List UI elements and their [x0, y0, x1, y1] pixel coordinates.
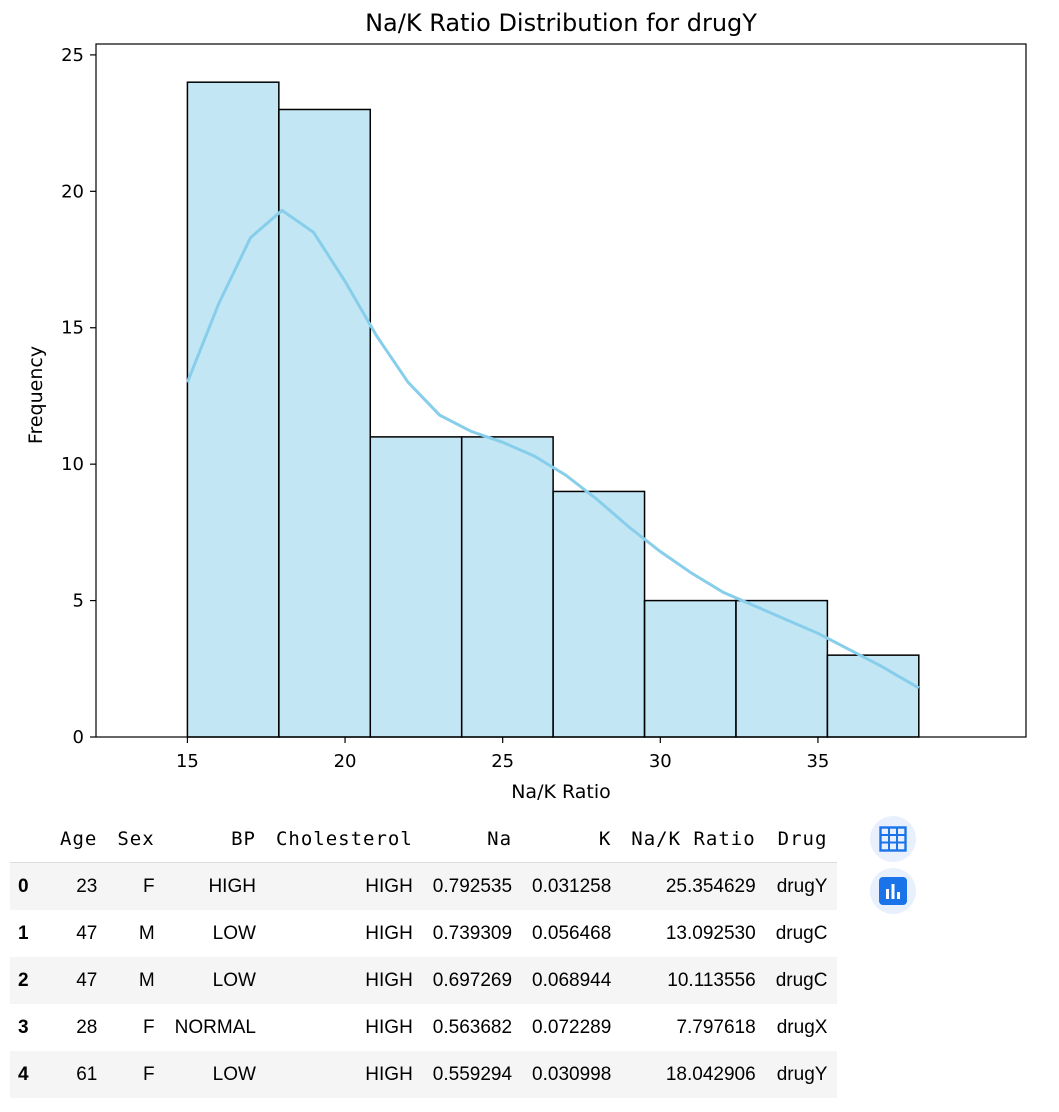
bar-chart-icon — [879, 877, 907, 905]
table-cell: 10.113556 — [667, 969, 756, 991]
column-header: Sex — [107, 816, 165, 863]
table-cell: HIGH — [365, 969, 413, 991]
table-cell: 23 — [76, 875, 98, 897]
table-cell: 0.030998 — [532, 1063, 612, 1085]
table-cell: 0.068944 — [532, 969, 612, 991]
y-tick-label: 25 — [61, 45, 84, 66]
table-cell: 25.354629 — [665, 875, 756, 897]
table-cell: drugX — [776, 1016, 828, 1038]
table-cell: 0.559294 — [432, 1063, 513, 1085]
convert-to-table-button[interactable] — [870, 816, 916, 862]
table-cell: 0.563682 — [432, 1016, 513, 1038]
histogram-bar — [460, 436, 554, 738]
column-header: Drug — [765, 816, 838, 863]
column-header: Cholesterol — [265, 816, 423, 863]
table-cell: LOW — [212, 922, 256, 944]
table-row: 0 23 F HIGH HIGH 0.792535 0.031258 25.354629 dru… — [10, 862, 838, 910]
table-cell: M — [138, 922, 155, 944]
table-cell: F — [143, 1063, 155, 1085]
row-index: 2 — [18, 969, 29, 991]
table-cell: HIGH — [365, 875, 413, 897]
column-header: BP — [164, 816, 266, 863]
y-tick-label: 0 — [73, 727, 84, 748]
y-axis-label: Frequency — [25, 346, 47, 444]
x-tick-label: 25 — [491, 751, 514, 772]
histogram-bar — [643, 599, 737, 738]
table-row: 3 28 F NORMAL HIGH 0.563682 0.072289 7.797618 dr… — [10, 1004, 837, 1051]
histogram-bar — [735, 599, 829, 738]
table-cell: 0.056468 — [532, 922, 612, 944]
table-cell: 28 — [76, 1016, 98, 1038]
data-table: Age Sex BP Cholesterol Na K Na/K Ratio D… — [10, 816, 838, 1098]
row-index: 0 — [18, 875, 29, 897]
table-cell: HIGH — [365, 922, 413, 944]
table-cell: 7.797618 — [676, 1016, 756, 1038]
row-index: 4 — [18, 1063, 29, 1085]
kde-curve — [186, 208, 920, 690]
column-header — [10, 816, 50, 863]
histogram-bar — [369, 436, 463, 738]
table-cell: LOW — [212, 1063, 256, 1085]
table-cell: 47 — [76, 922, 98, 944]
table-cell: M — [138, 969, 155, 991]
y-tick-label: 10 — [61, 454, 84, 475]
histogram-bar — [278, 108, 372, 738]
table-row: 2 47 M LOW HIGH 0.697269 0.068944 10.113556 drug… — [10, 957, 838, 1004]
histogram-bar — [186, 81, 280, 738]
y-tick-label: 15 — [61, 318, 84, 339]
histogram-bar — [826, 654, 920, 738]
table-cell: 61 — [76, 1063, 98, 1085]
column-header: Na/K Ratio — [621, 816, 766, 863]
column-header: Na — [422, 816, 523, 863]
column-header: Age — [50, 816, 108, 863]
table-cell: F — [143, 1016, 155, 1038]
table-cell: 0.792535 — [432, 875, 513, 897]
table-cell: 0.739309 — [432, 922, 513, 944]
table-cell: 0.697269 — [432, 969, 513, 991]
histogram-bar — [552, 490, 646, 738]
x-tick-label: 35 — [806, 751, 829, 772]
table-cell: 18.042906 — [665, 1063, 756, 1085]
table-row: 1 47 M LOW HIGH 0.739309 0.056468 13.092530 drug… — [10, 910, 837, 957]
table-cell: drugY — [776, 1063, 828, 1085]
table-cell: NORMAL — [174, 1016, 256, 1038]
x-tick-label: 20 — [334, 751, 357, 772]
table-cell: HIGH — [365, 1016, 413, 1038]
x-axis-label: Na/K Ratio — [511, 781, 611, 803]
table-cell: 0.072289 — [532, 1016, 612, 1038]
column-header: K — [522, 816, 622, 863]
table-row: 4 61 F LOW HIGH 0.559294 0.030998 18.042906 drug… — [10, 1051, 838, 1098]
y-tick-label: 5 — [73, 591, 84, 612]
table-cell: LOW — [212, 969, 256, 991]
table-cell: 47 — [76, 969, 98, 991]
table-cell: drugC — [775, 969, 828, 991]
y-tick-label: 20 — [61, 181, 84, 202]
chart-title: Na/K Ratio Distribution for drugY — [365, 9, 757, 37]
table-cell: 0.031258 — [532, 875, 612, 897]
x-tick-label: 15 — [176, 751, 199, 772]
table-cell: HIGH — [208, 875, 256, 897]
table-cell: F — [143, 875, 155, 897]
x-tick-label: 30 — [649, 751, 672, 772]
histogram-chart: Na/K Ratio Distribution for drugY 15 20 25… — [25, 9, 1027, 803]
table-cell: HIGH — [365, 1063, 413, 1085]
table-header-row: Age Sex BP Cholesterol Na K Na/K Ratio D… — [10, 816, 838, 863]
row-index: 3 — [18, 1016, 29, 1038]
row-index: 1 — [18, 922, 29, 944]
suggest-chart-button[interactable] — [870, 868, 916, 914]
plot-frame — [95, 43, 1027, 738]
table-cell: drugC — [775, 922, 828, 944]
table-cell: drugY — [776, 875, 828, 897]
table-icon — [879, 826, 907, 852]
table-cell: 13.092530 — [665, 922, 756, 944]
